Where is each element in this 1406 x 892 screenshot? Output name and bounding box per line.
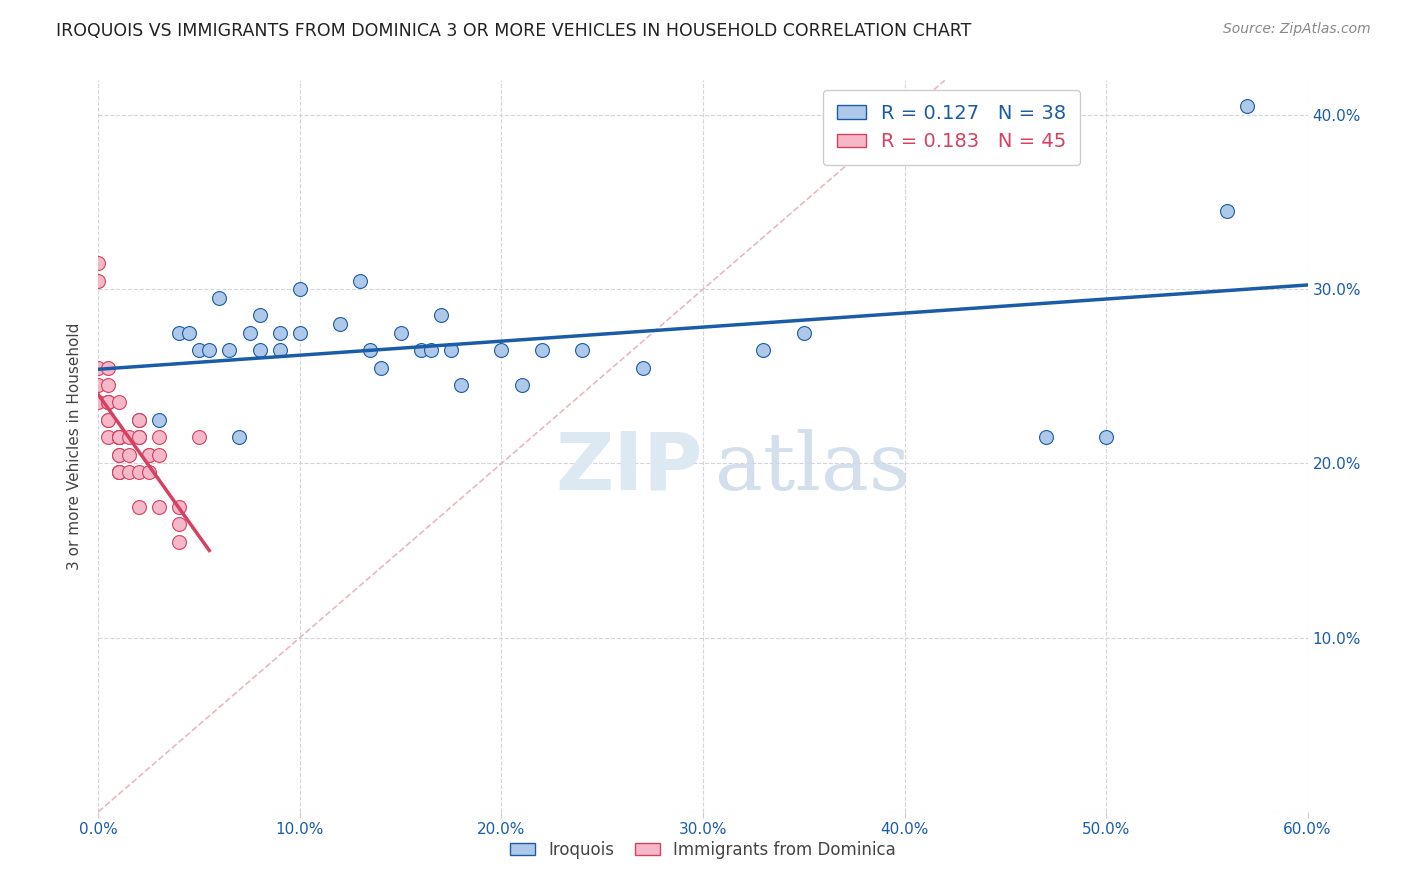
Point bbox=[118, 430, 141, 444]
Point bbox=[128, 413, 150, 427]
Point bbox=[167, 534, 190, 549]
Point bbox=[1035, 430, 1057, 444]
Point bbox=[188, 343, 211, 358]
Point bbox=[107, 430, 129, 444]
Point bbox=[228, 430, 250, 444]
Point bbox=[128, 500, 150, 514]
Point bbox=[107, 430, 129, 444]
Point bbox=[118, 448, 141, 462]
Text: Source: ZipAtlas.com: Source: ZipAtlas.com bbox=[1223, 22, 1371, 37]
Point bbox=[97, 360, 120, 375]
Point bbox=[138, 448, 160, 462]
Point bbox=[1216, 203, 1239, 218]
Point bbox=[349, 274, 371, 288]
Point bbox=[97, 395, 120, 409]
Point bbox=[107, 465, 129, 479]
Point bbox=[239, 326, 262, 340]
Point bbox=[138, 465, 160, 479]
Point bbox=[128, 465, 150, 479]
Point bbox=[107, 430, 129, 444]
Point bbox=[269, 343, 291, 358]
Point bbox=[97, 378, 120, 392]
Point bbox=[148, 500, 170, 514]
Text: IROQUOIS VS IMMIGRANTS FROM DOMINICA 3 OR MORE VEHICLES IN HOUSEHOLD CORRELATION: IROQUOIS VS IMMIGRANTS FROM DOMINICA 3 O… bbox=[56, 22, 972, 40]
Point bbox=[97, 395, 120, 409]
Point bbox=[188, 430, 211, 444]
Point bbox=[128, 413, 150, 427]
Point bbox=[249, 343, 271, 358]
Point bbox=[97, 413, 120, 427]
Point bbox=[87, 360, 110, 375]
Point bbox=[409, 343, 432, 358]
Point bbox=[752, 343, 775, 358]
Point bbox=[97, 395, 120, 409]
Point bbox=[430, 309, 453, 323]
Point bbox=[87, 395, 110, 409]
Point bbox=[148, 448, 170, 462]
Point bbox=[107, 465, 129, 479]
Legend: Iroquois, Immigrants from Dominica: Iroquois, Immigrants from Dominica bbox=[503, 834, 903, 865]
Point bbox=[269, 326, 291, 340]
Text: atlas: atlas bbox=[716, 429, 910, 507]
Point bbox=[450, 378, 472, 392]
Point bbox=[179, 326, 201, 340]
Point bbox=[288, 326, 311, 340]
Point bbox=[97, 413, 120, 427]
Point bbox=[510, 378, 533, 392]
Point bbox=[87, 274, 110, 288]
Point bbox=[128, 430, 150, 444]
Point bbox=[288, 282, 311, 296]
Point bbox=[530, 343, 553, 358]
Point bbox=[97, 430, 120, 444]
Point bbox=[491, 343, 513, 358]
Point bbox=[118, 465, 141, 479]
Point bbox=[360, 343, 382, 358]
Point bbox=[87, 378, 110, 392]
Point bbox=[218, 343, 240, 358]
Point bbox=[793, 326, 815, 340]
Point bbox=[167, 326, 190, 340]
Point bbox=[107, 395, 129, 409]
Point bbox=[97, 395, 120, 409]
Point bbox=[107, 430, 129, 444]
Point bbox=[208, 291, 231, 305]
Point bbox=[107, 465, 129, 479]
Point bbox=[389, 326, 412, 340]
Point bbox=[440, 343, 463, 358]
Point bbox=[1236, 99, 1258, 113]
Point bbox=[107, 448, 129, 462]
Point bbox=[420, 343, 443, 358]
Point bbox=[167, 500, 190, 514]
Point bbox=[128, 430, 150, 444]
Point bbox=[329, 317, 352, 331]
Point bbox=[148, 413, 170, 427]
Point bbox=[167, 517, 190, 532]
Point bbox=[107, 430, 129, 444]
Point bbox=[138, 448, 160, 462]
Point bbox=[107, 430, 129, 444]
Point bbox=[87, 256, 110, 270]
Point bbox=[1095, 430, 1118, 444]
Point bbox=[631, 360, 654, 375]
Point bbox=[148, 430, 170, 444]
Point bbox=[249, 309, 271, 323]
Point bbox=[571, 343, 593, 358]
Point bbox=[198, 343, 221, 358]
Y-axis label: 3 or more Vehicles in Household: 3 or more Vehicles in Household bbox=[67, 322, 83, 570]
Point bbox=[107, 430, 129, 444]
Point bbox=[370, 360, 392, 375]
Point bbox=[107, 465, 129, 479]
Point bbox=[107, 448, 129, 462]
Text: ZIP: ZIP bbox=[555, 429, 703, 507]
